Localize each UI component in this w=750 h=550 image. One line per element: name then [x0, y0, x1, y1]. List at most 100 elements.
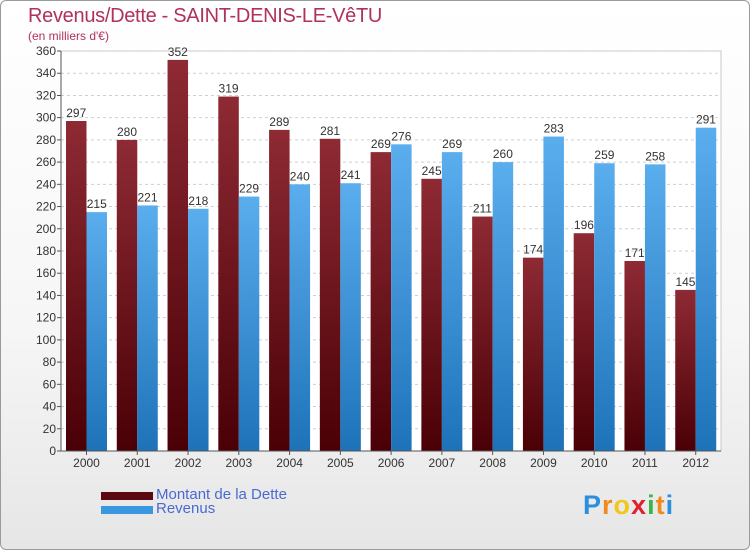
bar-revenus — [441, 152, 463, 451]
data-label-dette: 196 — [574, 218, 594, 232]
x-tick-label: 2011 — [632, 456, 658, 470]
y-tick-label: 300 — [36, 111, 56, 125]
bar-dette — [675, 289, 696, 451]
bar-dette — [167, 59, 189, 452]
x-tick-label: 2009 — [530, 456, 557, 470]
data-label-revenus: 218 — [188, 194, 208, 208]
bar-revenus — [594, 163, 615, 451]
data-label-dette: 171 — [625, 246, 645, 260]
data-label-revenus: 283 — [544, 122, 564, 136]
y-tick-label: 140 — [36, 288, 56, 302]
bar-revenus — [340, 183, 361, 451]
bar-revenus — [543, 136, 564, 452]
bar-dette — [421, 178, 442, 451]
bars — [66, 59, 717, 452]
data-label-dette: 245 — [422, 164, 442, 178]
y-tick-label: 180 — [36, 244, 56, 258]
data-label-dette: 174 — [523, 243, 543, 257]
y-tick-label: 100 — [36, 333, 56, 347]
data-label-revenus: 258 — [645, 149, 665, 163]
bar-revenus — [238, 196, 260, 451]
y-tick-label: 60 — [43, 377, 57, 391]
data-label-revenus: 291 — [696, 113, 716, 127]
bar-revenus — [492, 162, 514, 451]
data-label-dette: 352 — [168, 45, 188, 59]
data-label-dette: 269 — [371, 137, 391, 151]
bar-dette — [319, 138, 341, 451]
x-tick-label: 2005 — [327, 456, 354, 470]
y-tick-label: 280 — [36, 133, 56, 147]
logo-letter: t — [655, 490, 666, 520]
x-tick-label: 2010 — [581, 456, 608, 470]
data-label-revenus: 215 — [87, 197, 107, 211]
y-tick-label: 80 — [43, 355, 57, 369]
x-tick-label: 2003 — [225, 456, 252, 470]
data-label-dette: 281 — [320, 124, 340, 138]
bar-revenus — [137, 205, 158, 451]
data-labels: 2972152802213522183192292892402812412692… — [66, 45, 716, 289]
data-label-revenus: 241 — [341, 168, 361, 182]
bar-dette — [624, 261, 645, 451]
bar-dette — [370, 152, 392, 451]
x-tick-label: 2008 — [479, 456, 506, 470]
x-tick-label: 2012 — [682, 456, 709, 470]
bar-dette — [218, 96, 239, 452]
y-tick-label: 360 — [36, 44, 56, 58]
data-label-dette: 280 — [117, 125, 137, 139]
y-tick-label: 20 — [43, 422, 57, 436]
x-tick-label: 2007 — [429, 456, 456, 470]
logo-letter: i — [665, 490, 675, 520]
logo-letter: x — [631, 490, 648, 520]
logo-letter: P — [583, 490, 603, 520]
bar-revenus — [188, 208, 209, 451]
logo-letter: r — [602, 490, 614, 520]
x-tick-label: 2000 — [73, 456, 100, 470]
legend-swatch-revenus — [101, 506, 153, 514]
y-tick-label: 40 — [43, 400, 57, 414]
bar-revenus — [86, 212, 107, 451]
bar-revenus — [391, 144, 412, 452]
x-tick-label: 2004 — [276, 456, 303, 470]
y-tick-label: 320 — [36, 88, 56, 102]
x-tick-label: 2001 — [124, 456, 151, 470]
data-label-revenus: 221 — [138, 190, 158, 204]
legend-swatch-debt — [101, 492, 153, 500]
logo-letter: i — [647, 490, 656, 520]
data-label-revenus: 259 — [594, 148, 614, 162]
y-tick-label: 120 — [36, 311, 56, 325]
proxiti-logo: Proxiti — [583, 490, 674, 521]
data-label-revenus: 276 — [391, 129, 411, 143]
y-tick-label: 160 — [36, 266, 56, 280]
legend-label-debt: Montant de la Dette — [156, 486, 287, 503]
y-tick-label: 200 — [36, 222, 56, 236]
bar-revenus — [289, 184, 311, 452]
data-label-dette: 289 — [269, 115, 289, 129]
y-tick-label: 0 — [49, 444, 56, 458]
bar-dette — [522, 257, 544, 451]
data-label-revenus: 269 — [442, 137, 462, 151]
legend-label-revenus: Revenus — [156, 500, 216, 517]
data-label-dette: 297 — [66, 106, 86, 120]
bar-dette — [269, 129, 290, 451]
bar-revenus — [644, 164, 666, 452]
data-label-revenus: 260 — [493, 147, 513, 161]
y-tick-label: 260 — [36, 155, 56, 169]
x-tick-label: 2002 — [175, 456, 202, 470]
chart-title: Revenus/Dette - SAINT-DENIS-LE-VêTU — [28, 5, 383, 27]
data-label-dette: 319 — [219, 82, 239, 96]
bar-dette — [66, 121, 87, 451]
data-label-dette: 145 — [675, 275, 695, 289]
x-axis: 2000 2001 2002 2003 2004 2005 2006 2007 2008 2009… — [61, 450, 721, 470]
bar-revenus — [695, 127, 717, 452]
data-label-dette: 211 — [473, 202, 492, 216]
bar-dette — [472, 216, 493, 451]
bar-dette — [573, 233, 595, 451]
y-axis: 0 20 40 60 80 100 120 140 160 180 200 220 240 260 280 3… — [36, 44, 62, 458]
logo-letter: o — [613, 490, 632, 520]
chart-subtitle: (en milliers d'€) — [28, 29, 109, 43]
y-tick-label: 340 — [36, 66, 56, 80]
data-label-revenus: 240 — [290, 169, 310, 183]
x-tick-label: 2006 — [378, 456, 405, 470]
